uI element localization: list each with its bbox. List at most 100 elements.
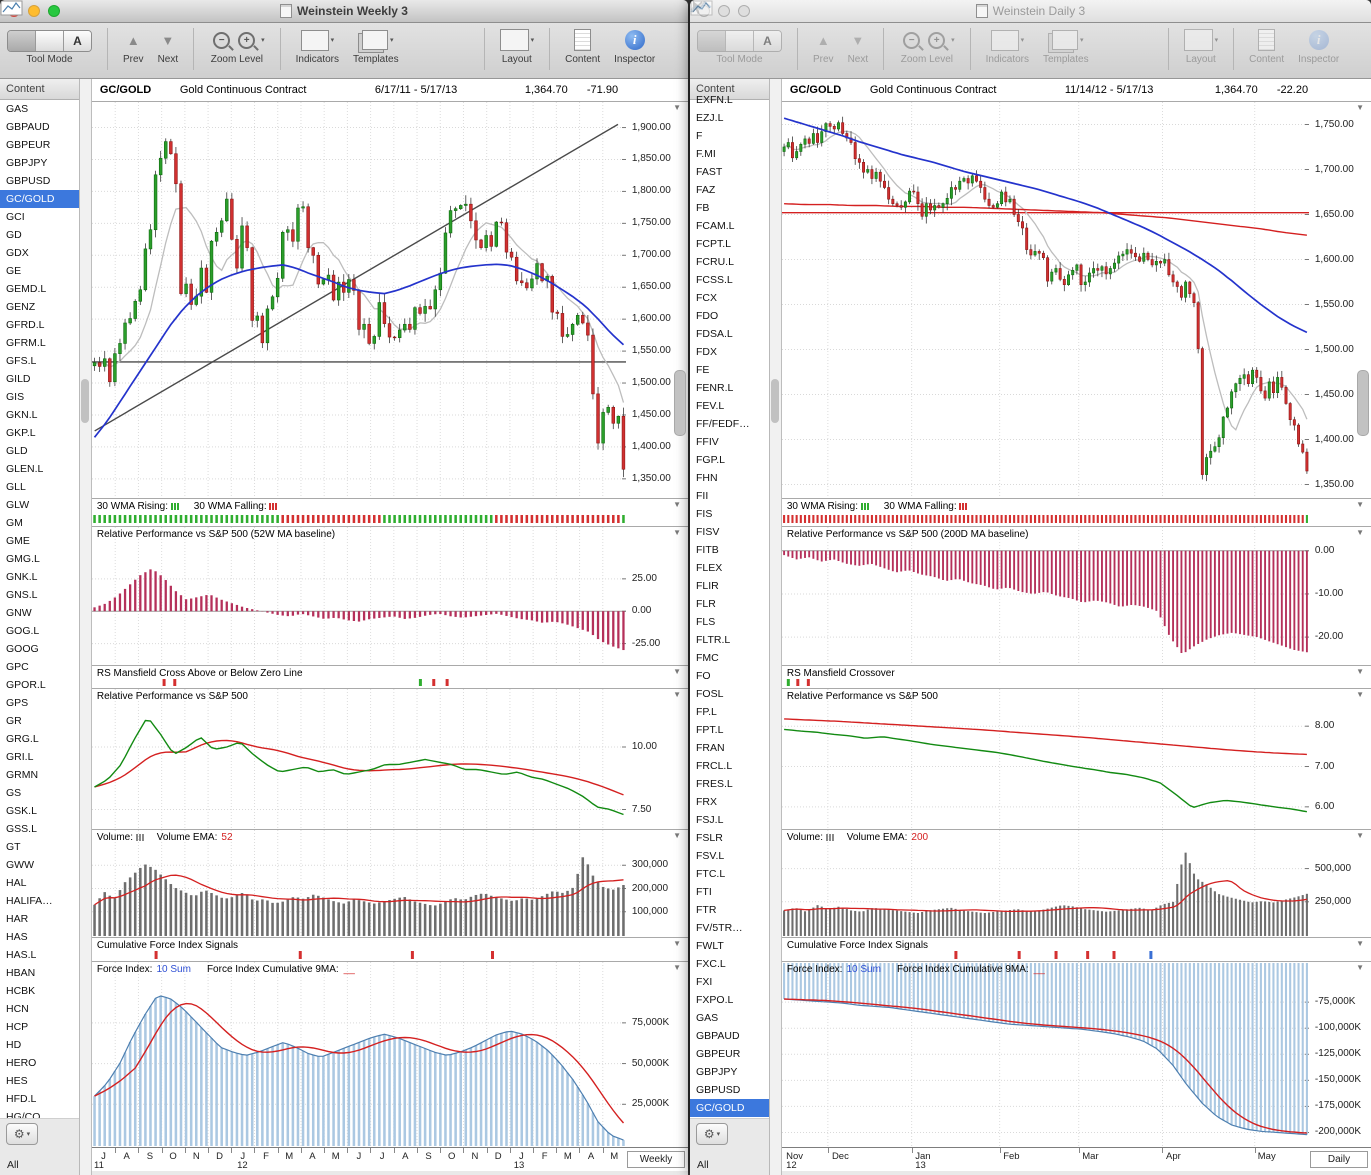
sidebar-item[interactable]: FGP.L — [696, 454, 725, 466]
sidebar-item[interactable]: GKP.L — [6, 427, 36, 439]
sidebar-item[interactable]: FRCL.L — [696, 760, 733, 772]
sidebar-item[interactable]: HBAN — [6, 967, 36, 979]
price-panel[interactable]: ▼ 1,750.00 1,700.00 1,650.00 1,600.00 1,550.… — [781, 102, 1371, 498]
sidebar-item[interactable]: HCP — [6, 1021, 29, 1033]
sidebar-item[interactable]: FTC.L — [696, 868, 726, 880]
collapse-panel-icon[interactable]: ▼ — [1356, 963, 1364, 972]
force-index-panel[interactable]: Force Index: 10 Sum Force Index Cumulative… — [781, 961, 1371, 1147]
collapse-panel-icon[interactable]: ▼ — [673, 963, 681, 972]
sidebar-item[interactable]: GIS — [6, 391, 25, 403]
gear-button[interactable]: ⚙ ▾ — [6, 1123, 38, 1145]
line-tool-button[interactable] — [691, 1, 754, 51]
sidebar-item[interactable]: FDX — [696, 346, 717, 358]
pointer-tool-button[interactable] — [693, 1, 726, 51]
sidebar-item[interactable]: GILD — [6, 373, 31, 385]
sidebar-item[interactable]: FO — [696, 670, 711, 682]
sidebar-item[interactable]: GOG.L — [6, 625, 40, 637]
sidebar-item[interactable]: HCBK — [6, 985, 36, 997]
relative-performance-panel[interactable]: Relative Performance vs S&P 500 ▼ 8.00 7.… — [781, 688, 1371, 829]
sidebar-item[interactable]: GBPUSD — [6, 175, 51, 187]
text-tool-button[interactable]: A — [64, 31, 91, 51]
sidebar-item[interactable]: FDO — [696, 310, 719, 322]
zoom-out-icon[interactable]: − — [213, 31, 231, 49]
wma-strip-panel[interactable]: 30 WMA Rising: 30 WMA Falling: ▼ — [91, 498, 688, 526]
templates-button[interactable]: ▾ Templates — [690, 1, 1089, 65]
sidebar-item[interactable]: GNW — [6, 607, 32, 619]
scrollbar-thumb[interactable] — [770, 379, 779, 423]
sidebar-item[interactable]: FSV.L — [696, 850, 725, 862]
sidebar-item[interactable]: GWW — [6, 859, 34, 871]
sidebar-item[interactable]: GMG.L — [6, 553, 40, 565]
collapse-panel-icon[interactable]: ▼ — [673, 831, 681, 840]
chart-scrollbar-thumb[interactable] — [1357, 370, 1369, 436]
relative-performance-baseline-panel[interactable]: Relative Performance vs S&P 500 (52W MA … — [91, 526, 688, 665]
collapse-panel-icon[interactable]: ▼ — [673, 939, 681, 948]
sidebar-item[interactable]: FSJ.L — [696, 814, 724, 826]
sidebar-item[interactable]: FXPO.L — [696, 994, 734, 1006]
sidebar-item[interactable]: FHN — [696, 472, 718, 484]
prev-button[interactable]: ▲ Prev — [813, 28, 834, 66]
sidebar-item[interactable]: HG/CO… — [6, 1111, 51, 1120]
collapse-panel-icon[interactable]: ▼ — [673, 500, 681, 509]
line-tool-button[interactable] — [1, 1, 64, 51]
titlebar[interactable]: Weinstein Weekly 3 — [0, 0, 688, 23]
zoom-button[interactable] — [738, 5, 750, 17]
sidebar-item[interactable]: FSLR — [696, 832, 723, 844]
prev-button[interactable]: ▲ Prev — [123, 28, 144, 66]
collapse-panel-icon[interactable]: ▼ — [1356, 831, 1364, 840]
sidebar-item[interactable]: GENZ — [6, 301, 36, 313]
collapse-panel-icon[interactable]: ▼ — [673, 103, 681, 112]
sidebar-scrollbar[interactable] — [769, 79, 782, 1175]
sidebar-item[interactable]: GR — [6, 715, 22, 727]
zoom-in-icon[interactable]: + — [238, 31, 256, 49]
collapse-panel-icon[interactable]: ▼ — [673, 690, 681, 699]
sidebar-item[interactable]: FAZ — [696, 184, 716, 196]
collapse-panel-icon[interactable]: ▼ — [1356, 939, 1364, 948]
sidebar-item[interactable]: HCN — [6, 1003, 29, 1015]
sidebar-item[interactable]: FLTR.L — [696, 634, 731, 646]
force-signals-strip-panel[interactable]: Cumulative Force Index Signals ▼ — [91, 937, 688, 961]
sidebar-item[interactable]: FCSS.L — [696, 274, 733, 286]
mansfield-strip-panel[interactable]: RS Mansfield Cross Above or Below Zero L… — [91, 665, 688, 688]
sidebar-item[interactable]: HAL — [6, 877, 27, 889]
sidebar-item[interactable]: GRI.L — [6, 751, 34, 763]
sidebar-item[interactable]: FCX — [696, 292, 717, 304]
sidebar-item[interactable]: FITB — [696, 544, 719, 556]
sidebar-item[interactable]: GAS — [696, 1012, 719, 1024]
sidebar-item[interactable]: GM — [6, 517, 23, 529]
sidebar-item[interactable]: GPOR.L — [6, 679, 46, 691]
sidebar-item[interactable]: GBPEUR — [6, 139, 51, 151]
content-button[interactable]: Content — [1249, 28, 1284, 65]
zoom-control[interactable]: − + ▾ Zoom Level — [209, 28, 265, 65]
sidebar-item[interactable]: FIS — [696, 508, 713, 520]
next-button[interactable]: ▼ Next — [158, 28, 179, 66]
gear-button[interactable]: ⚙ ▾ — [696, 1123, 728, 1145]
sidebar-item[interactable]: FOSL — [696, 688, 724, 700]
sidebar-item[interactable]: GC/GOLD — [690, 1099, 769, 1117]
sidebar-item[interactable]: FXI — [696, 976, 713, 988]
sidebar-item[interactable]: GOOG — [6, 643, 39, 655]
sidebar-item[interactable]: GSK.L — [6, 805, 37, 817]
layout-button[interactable]: ▾ Layout — [690, 0, 1218, 65]
sidebar-item[interactable]: HALIFA… — [6, 895, 53, 907]
sidebar-item[interactable]: GE — [6, 265, 22, 277]
sidebar-item[interactable]: EZJ.L — [696, 112, 724, 124]
sidebar-item[interactable]: GFS.L — [6, 355, 37, 367]
sidebar-item[interactable]: FF/FEDF… — [696, 418, 750, 430]
scrollbar-thumb[interactable] — [80, 379, 89, 423]
sidebar-item[interactable]: FRAN — [696, 742, 725, 754]
sidebar-item[interactable]: HD — [6, 1039, 22, 1051]
volume-panel[interactable]: Volume: Volume EMA: 200 ▼ 500,000 250,000 — [781, 829, 1371, 937]
next-button[interactable]: ▼ Next — [848, 28, 869, 66]
mansfield-strip-panel[interactable]: RS Mansfield Crossover ▼ — [781, 665, 1371, 688]
indicators-button[interactable]: ▾ Indicators — [690, 0, 1029, 65]
collapse-panel-icon[interactable]: ▼ — [1356, 667, 1364, 676]
sidebar-item[interactable]: FTR — [696, 904, 717, 916]
collapse-panel-icon[interactable]: ▼ — [673, 528, 681, 537]
minimize-button[interactable] — [28, 5, 40, 17]
collapse-panel-icon[interactable]: ▼ — [1356, 500, 1364, 509]
sidebar-scrollbar[interactable] — [79, 79, 92, 1175]
sidebar-item[interactable]: GS — [6, 787, 22, 799]
sidebar-item[interactable]: GSS.L — [6, 823, 37, 835]
sidebar-item[interactable]: HFD.L — [6, 1093, 37, 1105]
